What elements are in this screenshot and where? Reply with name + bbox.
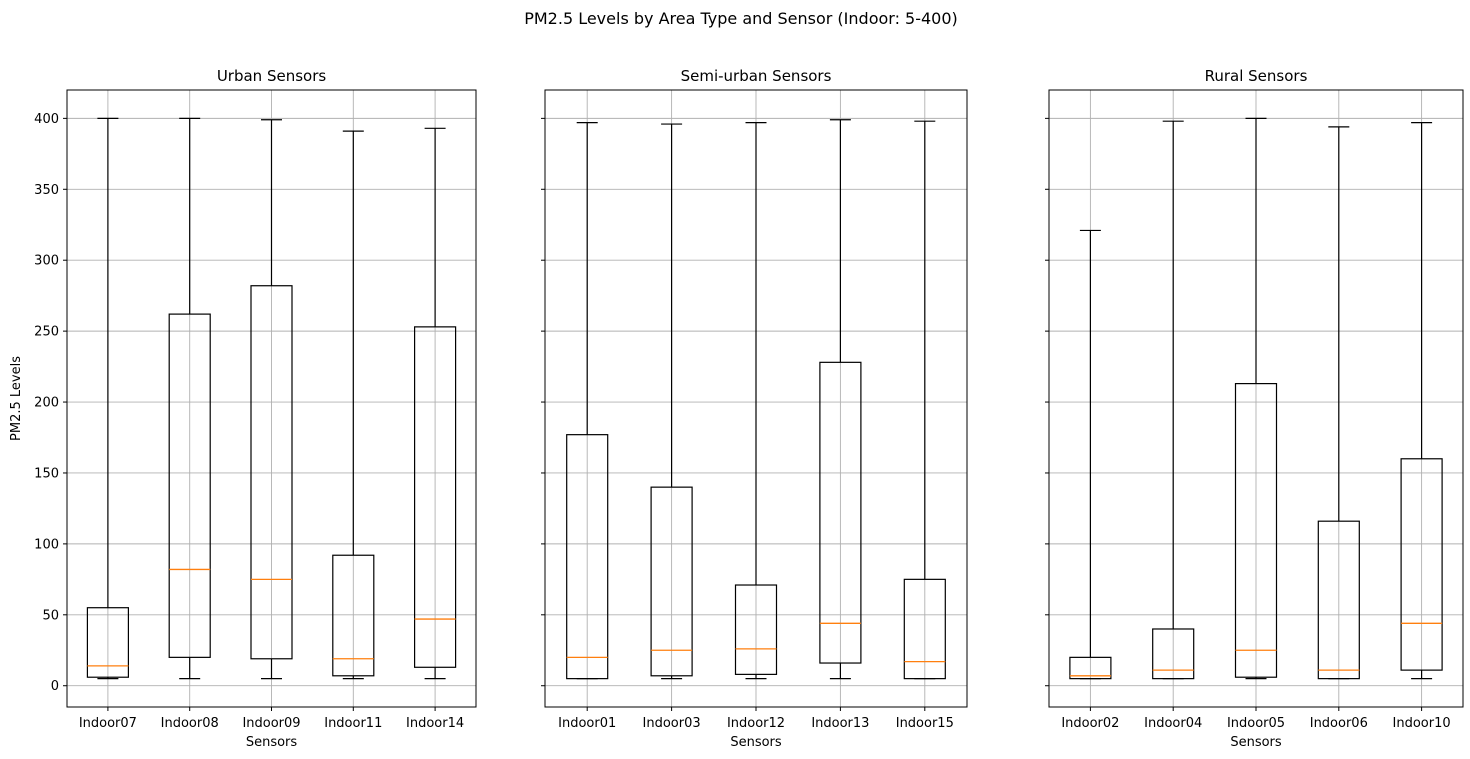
- x-tick-label: Indoor15: [896, 716, 954, 731]
- box-Indoor05: [1234, 117, 1278, 680]
- iqr-box: [650, 486, 693, 677]
- y-tick-label: 300: [34, 254, 59, 269]
- y-tick-label: 100: [34, 537, 59, 552]
- y-tick-label: 0: [51, 679, 59, 694]
- box-Indoor14: [414, 127, 457, 680]
- panel-1: Indoor01 Indoor03 Indoor12 Indoor13 Indoor15…: [541, 67, 968, 750]
- box-Indoor04: [1152, 120, 1195, 680]
- x-tick-label: Indoor02: [1061, 716, 1119, 731]
- iqr-box: [903, 578, 946, 680]
- y-tick-label: 50: [42, 608, 59, 623]
- iqr-box: [86, 607, 130, 678]
- y-tick-label: 200: [34, 396, 59, 411]
- box-Indoor06: [1317, 126, 1360, 680]
- iqr-box: [250, 285, 293, 660]
- iqr-box: [566, 434, 609, 680]
- x-tick-label: Indoor01: [558, 716, 616, 731]
- x-tick-label: Indoor06: [1310, 716, 1368, 731]
- box-Indoor02: [1069, 229, 1112, 680]
- iqr-box: [1400, 458, 1443, 671]
- x-axis-label: Sensors: [246, 735, 298, 750]
- iqr-box: [734, 584, 778, 675]
- panel-title: Rural Sensors: [1205, 67, 1308, 85]
- x-tick-label: Indoor04: [1144, 716, 1202, 731]
- x-tick-label: Indoor10: [1393, 716, 1451, 731]
- x-tick-label: Indoor09: [242, 716, 300, 731]
- box-Indoor03: [650, 123, 693, 680]
- iqr-box: [1152, 628, 1195, 680]
- panel-title: Semi-urban Sensors: [681, 67, 832, 85]
- box-Indoor11: [332, 130, 375, 680]
- y-tick-label: 400: [34, 112, 59, 127]
- panel-2: Indoor02 Indoor04 Indoor05 Indoor06 Indoor10…: [1045, 67, 1464, 750]
- y-tick-label: 250: [34, 325, 59, 340]
- box-Indoor10: [1400, 122, 1443, 680]
- y-tick-label: 150: [34, 466, 59, 481]
- box-Indoor15: [903, 120, 946, 680]
- x-tick-label: Indoor07: [79, 716, 137, 731]
- figure-suptitle: PM2.5 Levels by Area Type and Sensor (In…: [524, 9, 958, 28]
- y-tick-label: 350: [34, 183, 59, 198]
- x-tick-label: Indoor12: [727, 716, 785, 731]
- box-Indoor09: [250, 119, 293, 680]
- iqr-box: [819, 361, 862, 664]
- box-Indoor08: [168, 117, 211, 680]
- panel-0: 0 50 100 150 200 250 300 350 400 Indoor07 Indoor08…: [9, 67, 477, 750]
- box-Indoor12: [734, 122, 778, 680]
- box-Indoor13: [819, 119, 862, 680]
- iqr-box: [168, 313, 211, 658]
- x-tick-label: Indoor05: [1227, 716, 1285, 731]
- y-axis-label: PM2.5 Levels: [9, 356, 24, 441]
- x-tick-label: Indoor08: [161, 716, 219, 731]
- iqr-box: [1317, 520, 1360, 680]
- x-tick-label: Indoor14: [406, 716, 464, 731]
- iqr-box: [332, 554, 375, 677]
- iqr-box: [1069, 656, 1112, 680]
- x-axis-label: Sensors: [1230, 735, 1282, 750]
- x-tick-label: Indoor13: [811, 716, 869, 731]
- x-tick-label: Indoor03: [643, 716, 701, 731]
- x-axis-label: Sensors: [730, 735, 782, 750]
- iqr-box: [1234, 383, 1278, 678]
- iqr-box: [414, 326, 457, 668]
- box-Indoor07: [86, 117, 130, 680]
- x-tick-label: Indoor11: [324, 716, 382, 731]
- panel-title: Urban Sensors: [217, 67, 327, 85]
- box-Indoor01: [566, 122, 609, 680]
